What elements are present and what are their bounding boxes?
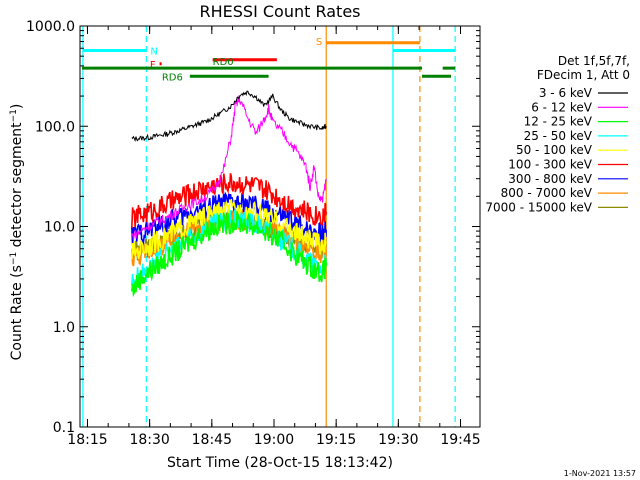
series-line <box>131 173 327 229</box>
legend-label: 100 - 300 keV <box>508 158 592 172</box>
chart-title: RHESSI Count Rates <box>200 2 361 21</box>
y-tick-label: 10.0 <box>44 220 75 236</box>
flag-label-night-before: N <box>150 46 157 57</box>
legend-label: 800 - 7000 keV <box>501 186 593 200</box>
legend-label: 7000 - 15000 keV <box>485 200 592 214</box>
legend-header-detectors: Det 1f,5f,7f, <box>558 54 630 68</box>
y-tick-label: 0.1 <box>53 420 75 436</box>
y-axis-label: Count Rate (s−1 detector segment−1) <box>9 104 25 361</box>
y-tick-label: 1.0 <box>53 320 75 336</box>
x-tick-label: 18:30 <box>129 432 169 448</box>
series-line <box>131 198 327 260</box>
legend-label: 12 - 25 keV <box>524 115 593 129</box>
legend-label: 300 - 800 keV <box>508 172 592 186</box>
flag-label-saa: S <box>316 37 322 48</box>
flag-label-flare: F <box>150 60 156 71</box>
x-axis-label: Start Time (28-Oct-15 18:13:42) <box>167 455 393 471</box>
plot-timestamp: 1-Nov-2021 13:57 <box>564 469 636 478</box>
data-series <box>131 90 327 298</box>
series-line <box>131 90 327 143</box>
x-tick-label: 19:30 <box>378 432 418 448</box>
legend-label: 3 - 6 keV <box>539 86 593 100</box>
legend: Det 1f,5f,7f, FDecim 1, Att 0 3 - 6 keV6… <box>485 54 630 214</box>
x-tick-label: 19:00 <box>254 432 294 448</box>
x-tick-label: 18:45 <box>192 432 232 448</box>
flag-label-rd0-main: RD0 <box>213 57 234 68</box>
legend-label: 25 - 50 keV <box>524 129 593 143</box>
x-tick-label: 18:15 <box>67 432 107 448</box>
axes: 0.1 1.0 10.0 100.0 1000.0 18:15 18:30 18:45 19:0… <box>26 19 481 448</box>
legend-label: 6 - 12 keV <box>531 100 593 114</box>
y-tick-label: 100.0 <box>35 119 75 135</box>
series-line <box>131 95 327 240</box>
x-tick-label: 19:45 <box>440 432 480 448</box>
legend-label: 50 - 100 keV <box>516 143 593 157</box>
series-line <box>131 211 327 298</box>
flag-label-rd6-a: RD6 <box>162 72 183 83</box>
y-tick-label: 1000.0 <box>26 19 75 35</box>
legend-header-decimation: FDecim 1, Att 0 <box>537 68 630 82</box>
x-tick-label: 19:15 <box>316 432 356 448</box>
flag-bars: NF S RD0 RD6 <box>82 37 456 83</box>
